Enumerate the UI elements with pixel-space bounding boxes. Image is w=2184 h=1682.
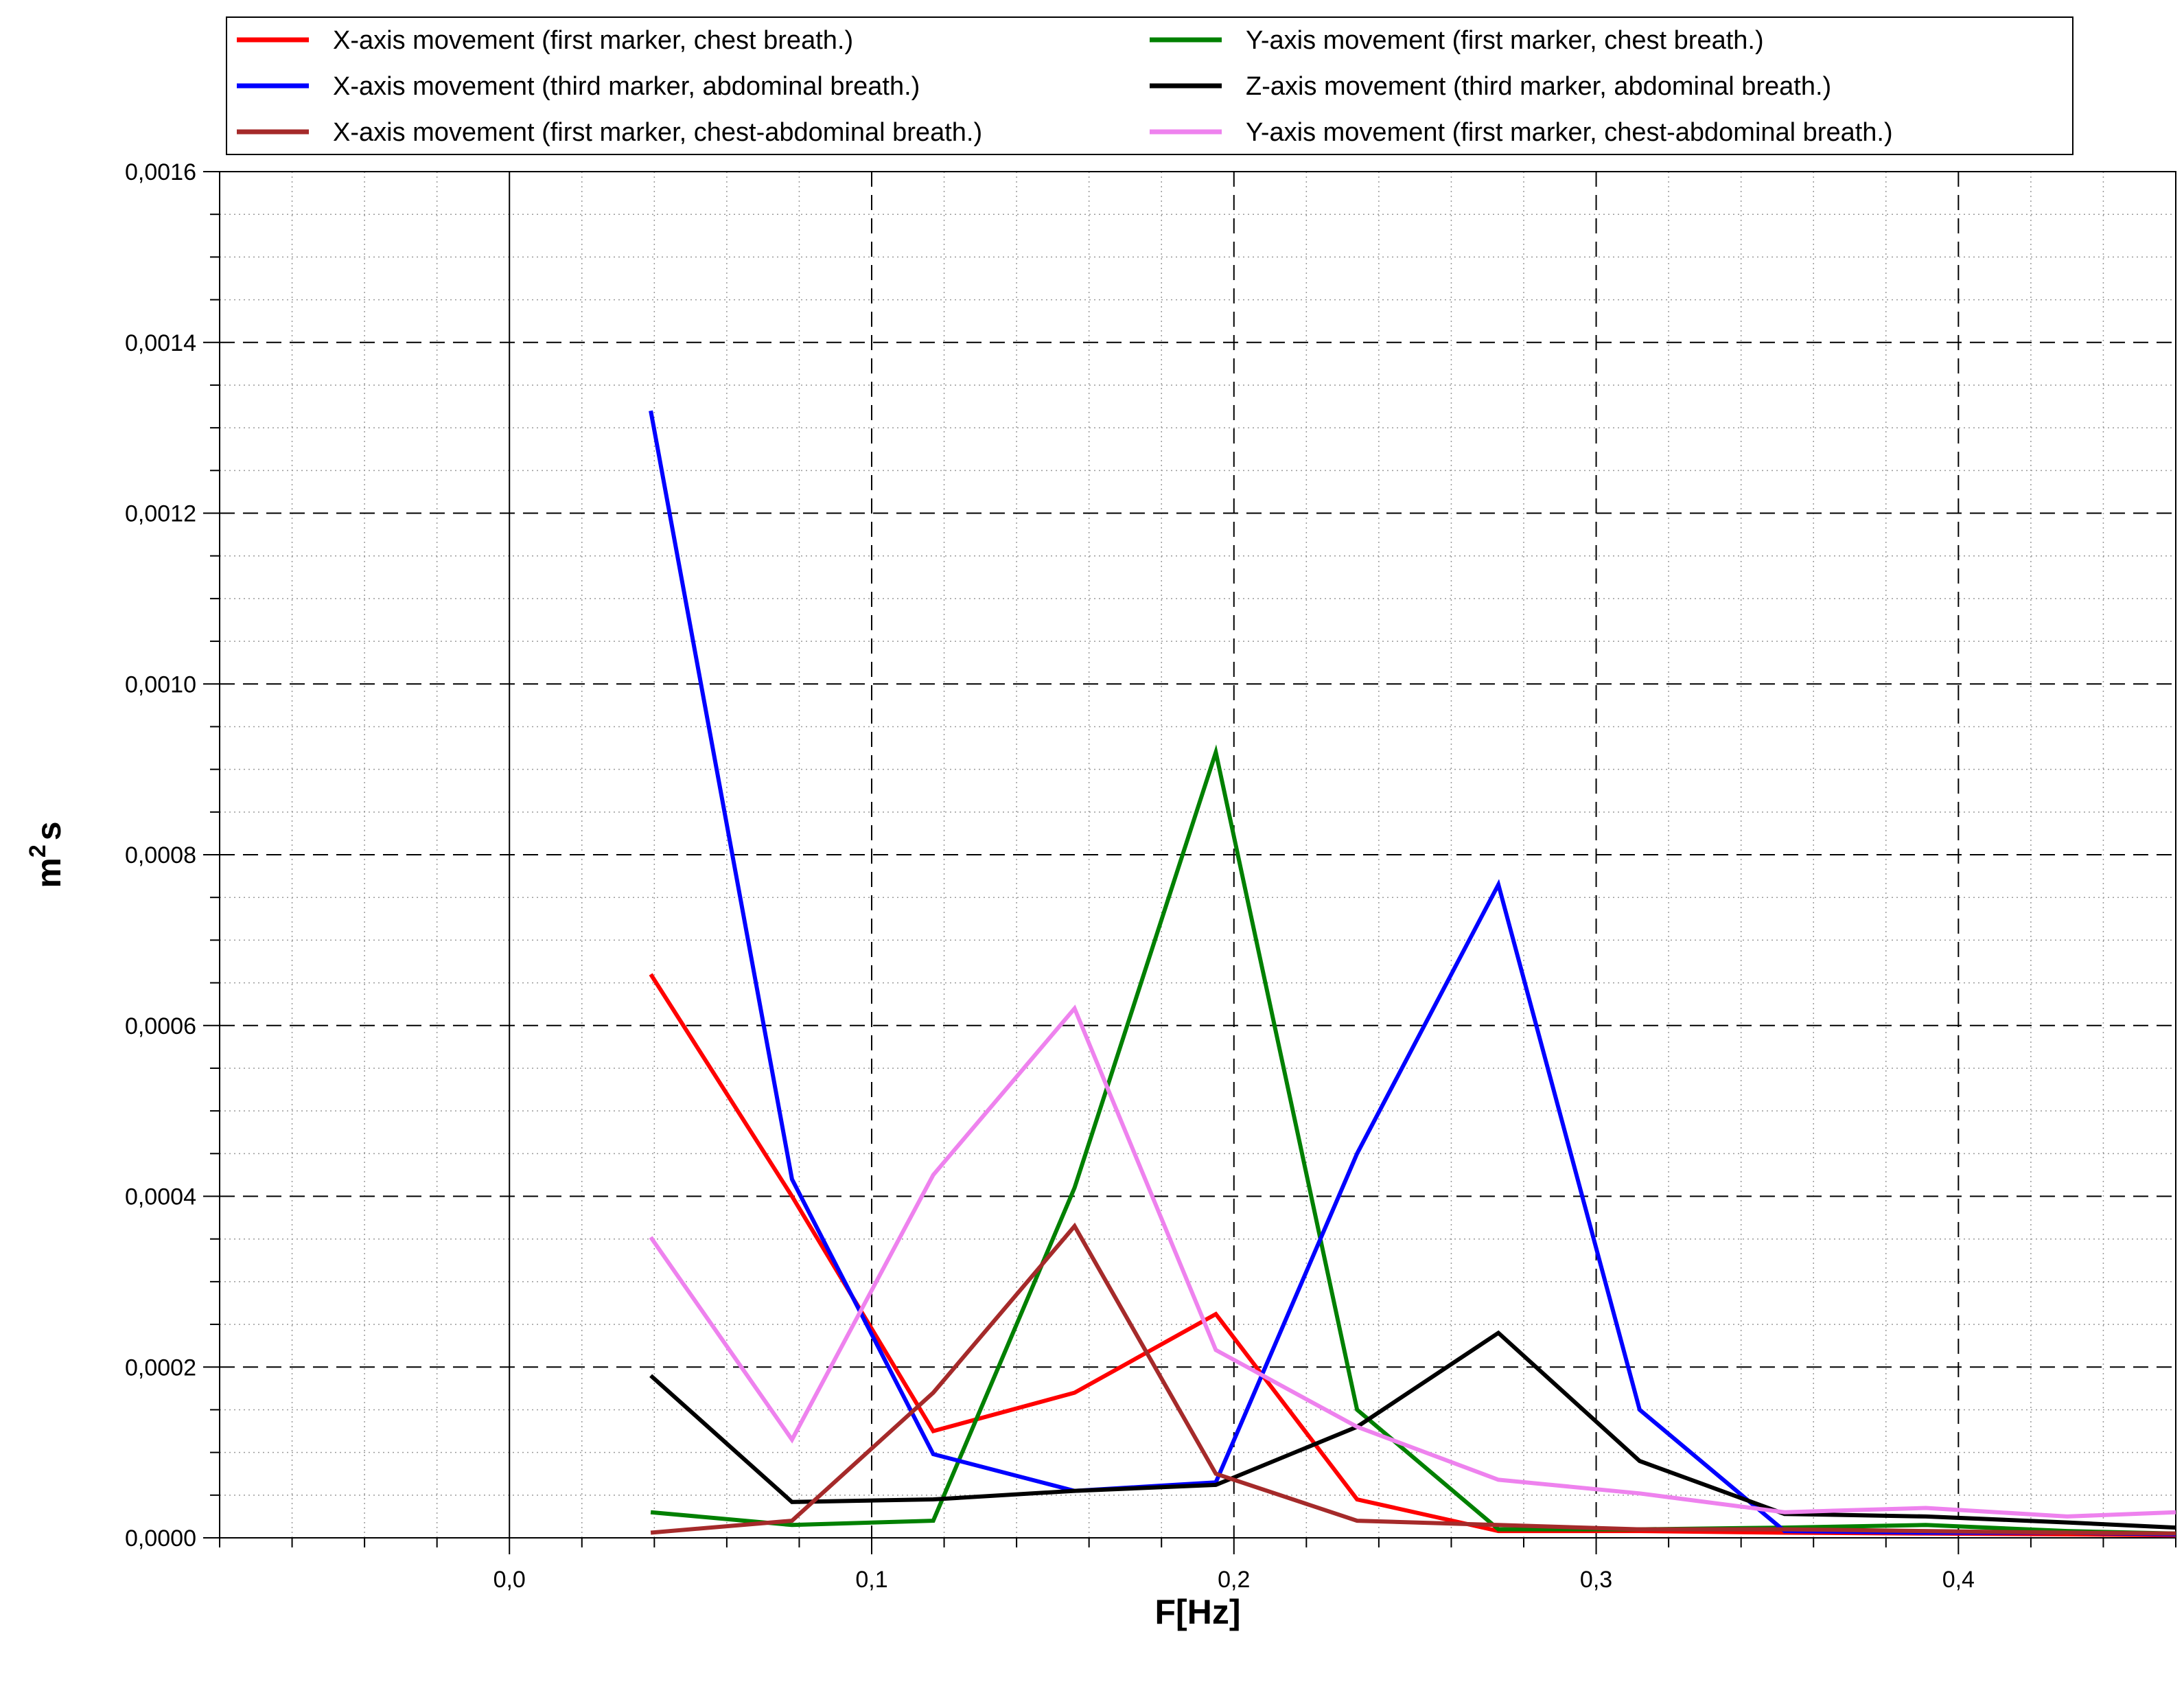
legend-label: X-axis movement (first marker, chest-abd…	[333, 118, 982, 147]
legend-label: Y-axis movement (first marker, chest bre…	[1246, 26, 1764, 55]
y-tick-label: 0,0000	[125, 1525, 196, 1552]
y-tick-label: 0,0014	[125, 330, 196, 356]
x-tick-label: 0,1	[855, 1567, 887, 1593]
legend-label: Y-axis movement (first marker, chest-abd…	[1246, 118, 1893, 147]
y-axis-title-base: m	[30, 857, 68, 888]
y-axis-ticks: 0,0000 0,0002 0,0004 0,0006 0,0008 0,0010 0,00…	[125, 159, 220, 1552]
y-tick-label: 0,0012	[125, 501, 196, 527]
series-line-6	[649, 1004, 2176, 1519]
y-tick-label: 0,0002	[125, 1355, 196, 1381]
y-tick-label: 0,0004	[125, 1184, 196, 1210]
x-tick-label: 0,4	[1942, 1567, 1975, 1593]
legend-label: X-axis movement (first marker, chest bre…	[333, 26, 853, 55]
y-tick-label: 0,0006	[125, 1013, 196, 1039]
legend-label: Z-axis movement (third marker, abdominal…	[1246, 72, 1831, 101]
y-tick-label: 0,0008	[125, 842, 196, 868]
legend-label: X-axis movement (third marker, abdominal…	[333, 72, 920, 101]
series-line-4	[649, 1330, 2176, 1530]
x-axis-title: F[Hz]	[1155, 1593, 1241, 1631]
x-tick-label: 0,0	[493, 1567, 526, 1593]
series-line-5	[650, 1222, 2176, 1536]
series-lines	[649, 410, 2176, 1538]
legend: X-axis movement (first marker, chest bre…	[226, 16, 2073, 155]
y-axis-title-superscript: 2	[25, 844, 51, 857]
series-line-2	[650, 744, 2176, 1536]
y-tick-label: 0,0010	[125, 671, 196, 698]
major-gridlines	[220, 172, 2176, 1538]
x-axis-ticks: 0,0 0,1 0,2 0,3 0,4	[219, 1538, 2176, 1593]
x-tick-label: 0,2	[1218, 1567, 1250, 1593]
y-axis-title-suffix: s	[30, 821, 68, 840]
y-tick-label: 0,0016	[125, 159, 196, 185]
x-tick-label: 0,3	[1580, 1567, 1612, 1593]
y-axis-title: m2 s	[25, 821, 68, 888]
